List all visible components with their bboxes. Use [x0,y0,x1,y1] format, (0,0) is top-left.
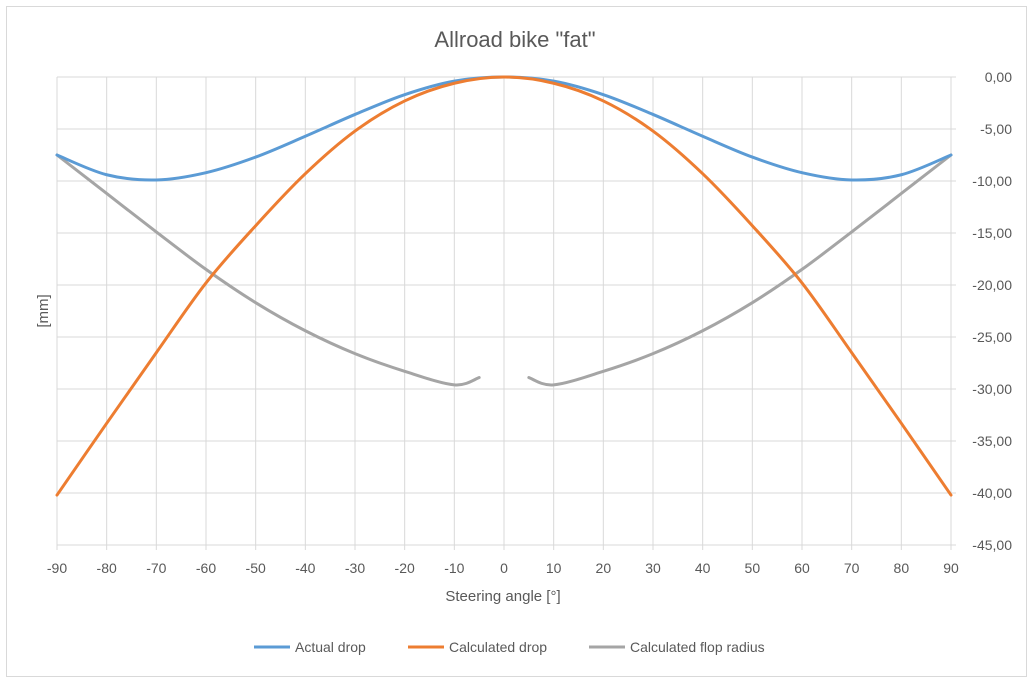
y-tick-label: -10,00 [972,173,1012,189]
x-tick-label: 70 [844,560,860,576]
x-tick-label: 0 [500,560,508,576]
series-line-calculated-flop-radius [527,153,953,387]
y-axis-ticks: 0,00 -5,00 -10,00 -15,00 -20,00 -25,00 -30,00 -… [972,69,1012,553]
legend-label-calculated-drop: Calculated drop [449,639,547,655]
y-tick-label: -30,00 [972,381,1012,397]
series-line-calculated-drop [55,75,953,497]
x-axis-ticks: -90 -80 -70 -60 -50 -40 -30 -20 -10 0 10 20 30 40 50 60… [47,560,959,576]
x-tick-label: -60 [196,560,216,576]
x-tick-label: -20 [395,560,415,576]
x-tick-label: -80 [97,560,117,576]
y-tick-label: -35,00 [972,433,1012,449]
y-tick-label: -20,00 [972,277,1012,293]
chart-title: Allroad bike "fat" [434,27,595,52]
legend: Actual drop Calculated drop Calculated flo… [254,639,765,655]
x-tick-label: -40 [295,560,315,576]
chart-frame [6,6,1027,677]
x-tick-label: -30 [345,560,365,576]
y-tick-label: -25,00 [972,329,1012,345]
x-tick-label: 40 [695,560,711,576]
y-tick-label: 0,00 [985,69,1012,85]
x-tick-label: -50 [246,560,266,576]
series-line-calculated-flop-radius [55,153,481,387]
y-tick-label: -15,00 [972,225,1012,241]
y-axis-title: [mm] [35,294,52,327]
y-tick-label: -45,00 [972,537,1012,553]
legend-label-calculated-flop-radius: Calculated flop radius [630,639,765,655]
y-tick-label: -5,00 [980,121,1012,137]
series-lines [55,75,953,497]
grid [56,76,956,550]
x-tick-label: 10 [546,560,562,576]
x-tick-label: -90 [47,560,67,576]
x-tick-label: 50 [745,560,761,576]
y-tick-label: -40,00 [972,485,1012,501]
x-tick-label: 60 [794,560,810,576]
x-tick-label: 20 [596,560,612,576]
x-tick-label: -10 [444,560,464,576]
legend-label-actual-drop: Actual drop [295,639,366,655]
x-tick-label: -70 [146,560,166,576]
x-tick-label: 90 [943,560,959,576]
x-axis-title: Steering angle [°] [445,588,560,605]
x-tick-label: 30 [645,560,661,576]
x-tick-label: 80 [894,560,910,576]
